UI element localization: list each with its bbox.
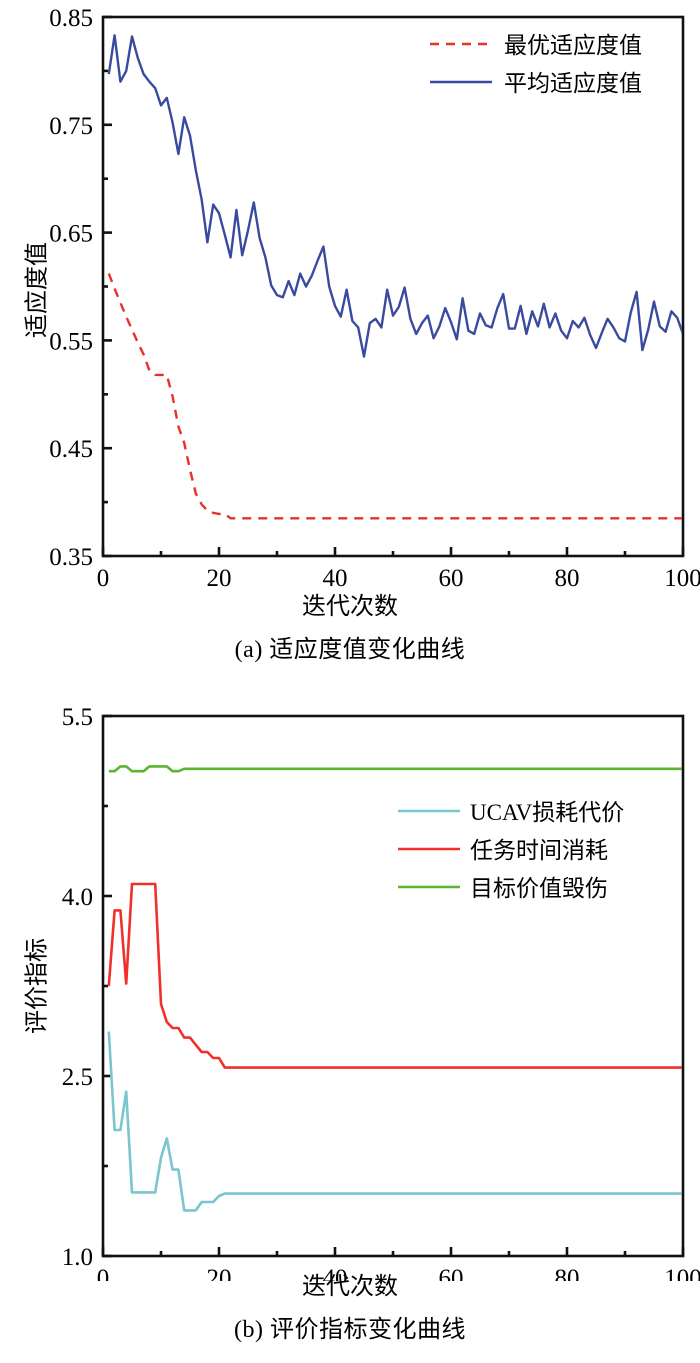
x-tick-label: 100	[664, 1265, 700, 1281]
chart-b-x-axis-title: 迭代次数	[302, 1274, 398, 1300]
chart-b-y-axis-title: 评价指标	[24, 938, 51, 1034]
y-tick-label: 0.45	[49, 436, 93, 463]
figure-panel-b: 1.0 2.5 4.0 5.5 0 20 40 60 80 100 UCAV损耗代价 任务时间消耗 目标…	[0, 681, 700, 1363]
y-tick-label: 0.85	[49, 5, 93, 32]
y-tick-label: 2.5	[62, 1064, 93, 1091]
legend-label-0: 最优适应度值	[504, 33, 642, 58]
y-tick-label: 0.35	[49, 544, 93, 571]
chart-a-plot: 0.35 0.45 0.55 0.65 0.75 0.85 0 20 40 60 80 100 最优适应…	[0, 0, 700, 681]
chart-b-svg: 1.0 2.5 4.0 5.5 0 20 40 60 80 100 UCAV损耗代价任务时间消耗目标…	[62, 704, 700, 1281]
legend-label-2: 目标价值毁伤	[470, 876, 608, 901]
legend-label-0: UCAV损耗代价	[470, 800, 624, 825]
x-tick-label: 80	[555, 565, 580, 592]
x-tick-label: 60	[439, 565, 464, 592]
legend-label-1: 平均适应度值	[504, 71, 642, 96]
y-tick-label: 5.5	[62, 704, 93, 731]
chart-a-y-axis-title: 适应度值	[24, 242, 51, 338]
figure-panel-a: 0.35 0.45 0.55 0.65 0.75 0.85 0 20 40 60 80 100 最优适应…	[0, 0, 700, 681]
plot-frame	[101, 714, 685, 1258]
x-tick-label: 20	[207, 1265, 232, 1281]
y-tick-label: 0.65	[49, 221, 93, 248]
y-tick-label: 0.75	[49, 113, 93, 140]
x-tick-label: 20	[207, 565, 232, 592]
chart-a-caption: (a) 适应度值变化曲线	[234, 637, 466, 663]
series-line-0	[107, 273, 682, 520]
x-tick-label: 60	[439, 1265, 464, 1281]
chart-a-svg: 0.35 0.45 0.55 0.65 0.75 0.85 0 20 40 60 80 100 最优适应…	[49, 5, 700, 592]
series-line-2	[108, 765, 682, 773]
plot-frame	[101, 15, 685, 558]
legend-label-1: 任务时间消耗	[470, 838, 608, 863]
chart-b-caption: (b) 评价指标变化曲线	[234, 1317, 466, 1343]
series-line-1	[107, 882, 682, 1069]
x-tick-label: 80	[555, 1265, 580, 1281]
chart-a-x-axis-title: 迭代次数	[302, 594, 398, 620]
x-tick-label: 100	[664, 565, 700, 592]
y-tick-label: 4.0	[62, 884, 93, 911]
x-tick-label: 40	[323, 565, 348, 592]
x-tick-label: 0	[97, 1265, 110, 1281]
series-line-0	[107, 1031, 682, 1212]
y-tick-label: 1.0	[62, 1244, 93, 1271]
chart-b-plot: 1.0 2.5 4.0 5.5 0 20 40 60 80 100 UCAV损耗代价 任务时间消耗 目标…	[0, 681, 700, 1363]
x-tick-label: 0	[97, 565, 110, 592]
x-tick-label: 40	[323, 1265, 348, 1281]
series-line-1	[107, 34, 682, 358]
y-tick-label: 0.55	[49, 328, 93, 355]
